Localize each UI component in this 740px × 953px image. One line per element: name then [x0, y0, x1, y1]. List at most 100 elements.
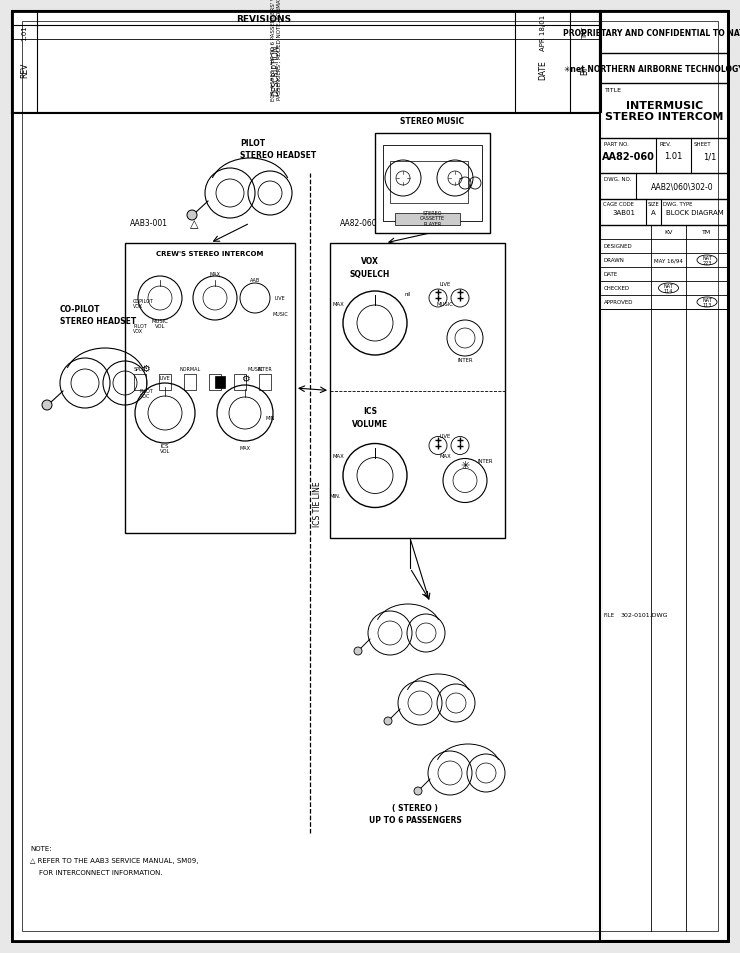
Ellipse shape	[697, 297, 717, 308]
Text: TAT: TAT	[582, 27, 588, 39]
Text: APPROVED: APPROVED	[604, 300, 633, 305]
Text: MAX: MAX	[240, 446, 251, 451]
Circle shape	[42, 400, 52, 411]
Text: NAT
223: NAT 223	[702, 255, 712, 266]
Bar	[210, 153, 295, 224]
Text: REV.: REV.	[659, 142, 671, 147]
Text: STEREO HEADSET: STEREO HEADSET	[240, 152, 316, 160]
Text: FILE: FILE	[604, 613, 615, 618]
Text: CHECKED: CHECKED	[604, 286, 630, 292]
Text: CAGE CODE: CAGE CODE	[603, 202, 634, 207]
Text: nil: nil	[405, 292, 411, 296]
Text: PILOT
VOX: PILOT VOX	[133, 323, 147, 335]
Text: INTERMUSIC
STEREO INTERCOM: INTERMUSIC STEREO INTERCOM	[605, 101, 724, 122]
Text: ICS TIE LINE: ICS TIE LINE	[314, 480, 323, 526]
Text: DESCRIPTION: DESCRIPTION	[272, 44, 280, 95]
Text: ⚙: ⚙	[240, 374, 249, 384]
Text: LIVE: LIVE	[275, 296, 286, 301]
Text: AA82-060: AA82-060	[602, 152, 655, 161]
Text: LIVE: LIVE	[160, 376, 170, 381]
Text: BLOCK DIAGRAM: BLOCK DIAGRAM	[665, 210, 724, 215]
Text: SHEET: SHEET	[694, 142, 712, 147]
Text: MUSIC: MUSIC	[247, 366, 263, 372]
Text: PROPRIETARY AND CONFIDENTIAL TO NAT LTD.: PROPRIETARY AND CONFIDENTIAL TO NAT LTD.	[563, 29, 740, 37]
Text: DWG. NO.: DWG. NO.	[604, 177, 631, 182]
Text: MAX: MAX	[209, 272, 221, 276]
Text: CREW'S STEREO INTERCOM: CREW'S STEREO INTERCOM	[156, 251, 263, 256]
Circle shape	[187, 211, 197, 221]
Bar	[12, 12, 600, 113]
Text: AAB3-001: AAB3-001	[130, 219, 168, 229]
Text: ✳: ✳	[460, 461, 470, 471]
Text: ⚙: ⚙	[141, 364, 149, 374]
Text: PILOT
VOC: PILOT VOC	[140, 388, 154, 399]
Text: CO-PILOT: CO-PILOT	[60, 304, 101, 314]
Text: PILOT: PILOT	[240, 139, 265, 149]
Text: NORMAL: NORMAL	[179, 366, 201, 372]
Text: INTER: INTER	[457, 357, 473, 362]
Text: DWG. TYPE: DWG. TYPE	[663, 202, 693, 207]
Text: DESIGNED: DESIGNED	[604, 244, 633, 250]
Text: UP TO 6 PASSENGERS: UP TO 6 PASSENGERS	[369, 816, 461, 824]
Ellipse shape	[659, 284, 679, 294]
Text: APR 18/01: APR 18/01	[539, 15, 545, 51]
Text: MIN: MIN	[265, 416, 275, 421]
Bar	[12, 113, 602, 941]
Bar	[375, 133, 490, 233]
Text: MAX: MAX	[332, 454, 344, 458]
Text: A: A	[651, 210, 656, 215]
Text: LIVE: LIVE	[440, 434, 451, 438]
Text: INTER: INTER	[258, 366, 272, 372]
Bar	[134, 375, 146, 391]
Text: KV: KV	[665, 230, 673, 234]
Text: ICS
VOL: ICS VOL	[160, 443, 170, 454]
Text: TM: TM	[702, 230, 712, 234]
Text: COPILOT
VOX: COPILOT VOX	[133, 298, 154, 309]
Ellipse shape	[697, 255, 717, 266]
Text: REV: REV	[20, 62, 29, 77]
Text: MUSIC: MUSIC	[272, 312, 288, 316]
Bar	[383, 146, 482, 222]
Bar	[259, 375, 271, 391]
Text: 3AB01: 3AB01	[612, 210, 635, 215]
Text: REVISIONS: REVISIONS	[236, 14, 291, 24]
Text: MUSIC: MUSIC	[437, 301, 454, 306]
Text: △ REFER TO THE AAB3 SERVICE MANUAL, SM09,: △ REFER TO THE AAB3 SERVICE MANUAL, SM09…	[30, 857, 198, 863]
Bar	[395, 213, 460, 226]
Circle shape	[414, 787, 422, 795]
Text: NAT
113: NAT 113	[702, 297, 712, 308]
Text: △: △	[190, 219, 198, 229]
Text: 302-0101.DWG: 302-0101.DWG	[621, 613, 668, 618]
Text: MAX: MAX	[332, 301, 344, 306]
Text: FOR INTERCONNECT INFORMATION.: FOR INTERCONNECT INFORMATION.	[30, 869, 163, 875]
Text: MUSIC
VOL: MUSIC VOL	[152, 318, 169, 329]
Text: DRAWN: DRAWN	[604, 258, 625, 263]
Text: SPLIT: SPLIT	[133, 366, 147, 372]
Text: LIVE: LIVE	[440, 281, 451, 286]
Text: AA82-060: AA82-060	[340, 219, 377, 229]
Bar	[159, 375, 171, 391]
Text: MIN.: MIN.	[329, 494, 340, 498]
Text: AAB: AAB	[250, 278, 260, 283]
Text: ( STEREO ): ( STEREO )	[392, 803, 438, 813]
Text: NOTE:: NOTE:	[30, 845, 52, 851]
Text: PART NO.: PART NO.	[604, 142, 629, 147]
Text: VOLUME: VOLUME	[352, 419, 388, 429]
Text: DATE: DATE	[538, 60, 547, 80]
Text: STEREO
CASSETTE
PLAYER: STEREO CASSETTE PLAYER	[420, 211, 445, 227]
Text: STEREO MUSIC: STEREO MUSIC	[400, 117, 465, 127]
Bar	[234, 375, 246, 391]
Text: AAB2\060\302-0: AAB2\060\302-0	[650, 182, 713, 192]
Bar	[215, 376, 225, 389]
Text: ✳net NORTHERN AIRBORNE TECHNOLOGY LTD.: ✳net NORTHERN AIRBORNE TECHNOLOGY LTD.	[565, 65, 740, 73]
Text: SQUELCH: SQUELCH	[350, 269, 390, 278]
Bar	[390, 162, 468, 204]
Text: INTER: INTER	[477, 458, 493, 463]
Text: NAT
114: NAT 114	[664, 283, 673, 294]
Text: MAX: MAX	[439, 454, 451, 458]
Bar	[209, 375, 221, 391]
Bar	[184, 375, 196, 391]
Text: 1/1: 1/1	[703, 152, 716, 161]
Text: SIZE: SIZE	[648, 202, 660, 207]
Text: ICS: ICS	[363, 407, 377, 416]
